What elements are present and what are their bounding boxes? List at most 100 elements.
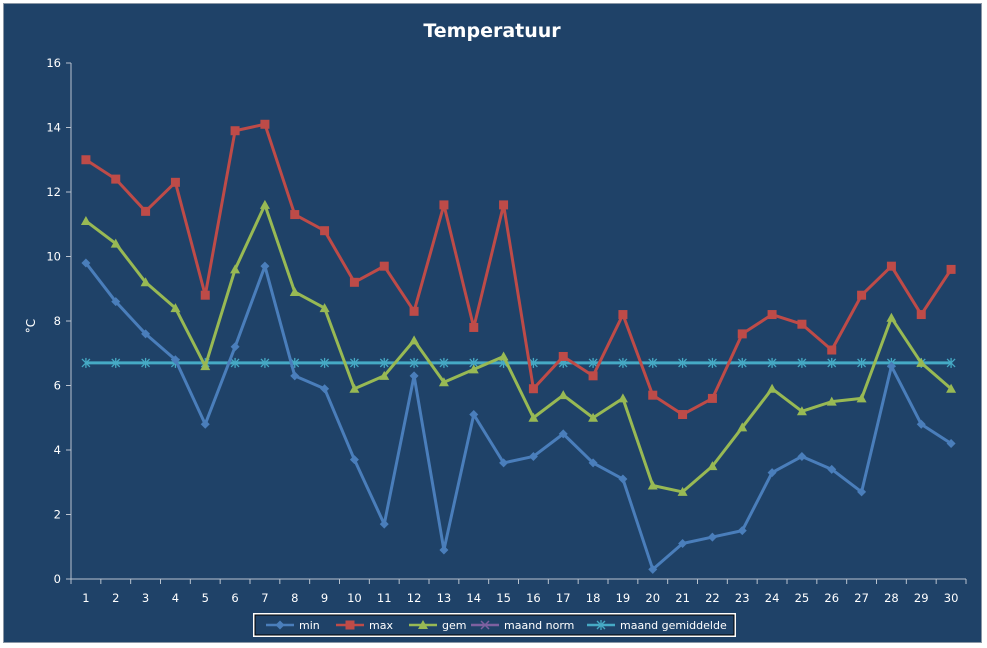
legend-label-maand-norm: maand norm: [504, 619, 574, 632]
data-point-max: [379, 261, 389, 271]
data-point-min: [439, 545, 449, 555]
chart-title: Temperatuur: [423, 20, 561, 42]
y-axis-label: °C: [24, 319, 38, 333]
legend-marker-min: [275, 620, 285, 630]
y-tick-label: 10: [46, 250, 61, 264]
x-tick-label: 22: [705, 591, 720, 605]
data-point-max: [499, 200, 509, 210]
data-point-gem: [170, 303, 181, 313]
x-tick-label: 29: [914, 591, 929, 605]
x-tick-label: 27: [854, 591, 869, 605]
data-point-gem: [617, 393, 628, 403]
data-point-min: [707, 532, 717, 542]
data-point-maand-gemiddelde: [141, 357, 151, 368]
data-point-gem: [80, 216, 91, 226]
data-point-max: [946, 264, 956, 274]
data-point-min: [409, 371, 419, 381]
data-point-max: [230, 126, 240, 136]
data-point-min: [886, 361, 896, 371]
x-tick-label: 28: [884, 591, 899, 605]
data-point-min: [737, 526, 747, 536]
data-point-gem: [140, 277, 151, 287]
data-point-gem: [647, 480, 658, 490]
data-point-max: [558, 351, 568, 361]
data-point-gem: [916, 357, 927, 367]
data-point-min: [588, 458, 598, 468]
data-point-min: [170, 355, 180, 365]
data-point-min: [797, 451, 807, 461]
series-line-gem: [85, 203, 953, 494]
data-point-max: [827, 345, 837, 355]
x-tick-label: 26: [824, 591, 839, 605]
data-point-min: [678, 539, 688, 549]
legend-marker-maand-norm: [480, 620, 490, 630]
data-point-maand-gemiddelde: [111, 357, 121, 368]
series-gem: [80, 199, 957, 496]
series-lines: [80, 119, 957, 574]
data-point-min: [618, 474, 628, 484]
data-point-max: [81, 155, 91, 165]
data-point-min: [141, 329, 151, 339]
series-line-min: [84, 262, 952, 571]
x-tick-label: 15: [496, 591, 511, 605]
data-point-max: [170, 177, 180, 187]
x-tick-label: 21: [675, 591, 690, 605]
data-point-gem: [558, 390, 569, 400]
data-point-max: [469, 322, 479, 332]
x-tick-label: 25: [795, 591, 810, 605]
data-point-max: [678, 410, 688, 420]
data-point-gem: [946, 383, 957, 393]
y-tick-label: 8: [54, 314, 61, 328]
legend-label-maand-gemiddelde: maand gemiddelde: [620, 619, 727, 632]
data-point-min: [558, 429, 568, 439]
data-point-gem: [588, 412, 599, 422]
x-tick-label: 23: [735, 591, 750, 605]
data-point-max: [707, 393, 717, 403]
data-point-maand-gemiddelde: [648, 357, 658, 368]
x-tick-label: 9: [321, 591, 328, 605]
data-point-max: [200, 290, 210, 300]
data-point-maand-gemiddelde: [320, 357, 330, 368]
x-tick-label: 17: [556, 591, 571, 605]
x-tick-label: 13: [437, 591, 452, 605]
data-point-gem: [259, 199, 270, 209]
x-tick-label: 6: [231, 591, 238, 605]
x-tick-label: 30: [944, 591, 959, 605]
x-tick-label: 20: [645, 591, 660, 605]
data-point-maand-gemiddelde: [857, 357, 867, 368]
x-tick-label: 24: [765, 591, 780, 605]
data-point-gem: [379, 370, 390, 380]
data-point-min: [290, 371, 300, 381]
data-point-min: [648, 564, 658, 574]
legend-marker-gem: [418, 620, 428, 629]
data-point-gem: [200, 361, 211, 371]
data-point-max: [737, 329, 747, 339]
chart-area: Temperatuur °C 0 2 4 6 8 10 12 14 16 1 2 3 4 5 6 7 8 9 10 1…: [3, 3, 982, 643]
data-point-maand-gemiddelde: [349, 357, 359, 368]
data-point-max: [857, 290, 867, 300]
data-point-min: [916, 419, 926, 429]
x-tick-label: 16: [526, 591, 541, 605]
data-point-min: [230, 342, 240, 352]
x-tick-label: 2: [112, 591, 119, 605]
data-point-max: [141, 206, 151, 216]
data-point-gem: [468, 364, 479, 374]
data-point-maand-gemiddelde: [827, 357, 837, 368]
data-point-maand-gemiddelde: [797, 357, 807, 368]
y-tick-label: 4: [54, 443, 61, 457]
x-tick-label: 10: [347, 591, 362, 605]
data-point-maand-gemiddelde: [81, 357, 91, 368]
data-point-max: [767, 310, 777, 320]
data-point-max: [797, 319, 807, 329]
data-point-max: [648, 390, 658, 400]
x-tick-label: 7: [261, 591, 268, 605]
x-tick-label: 18: [586, 591, 601, 605]
y-tick-label: 16: [46, 56, 61, 70]
data-point-gem: [677, 486, 688, 496]
data-point-min: [349, 455, 359, 465]
data-point-gem: [796, 406, 807, 416]
y-tick-label: 6: [54, 379, 61, 393]
data-point-maand-gemiddelde: [588, 357, 598, 368]
data-point-min: [946, 439, 956, 449]
